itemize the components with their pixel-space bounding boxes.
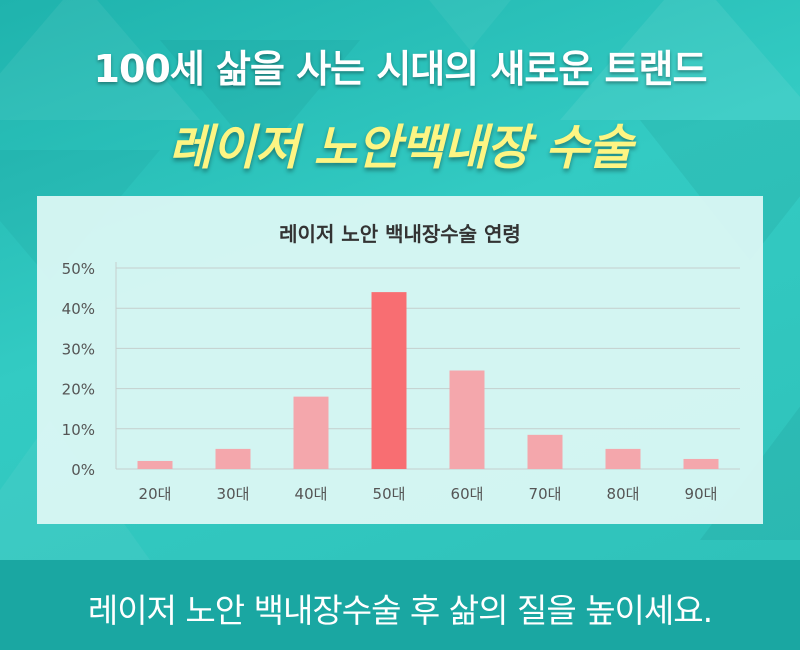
bar-70대	[527, 434, 563, 469]
y-tick-label: 50%	[62, 260, 95, 278]
footer-banner: 레이저 노안 백내장수술 후 삶의 질을 높이세요.	[0, 560, 800, 650]
x-tick-label: 30대	[217, 485, 250, 503]
headline-secondary: 레이저 노안백내장 수술	[168, 120, 632, 176]
y-tick-label: 0%	[71, 461, 95, 479]
x-tick-label: 70대	[529, 485, 562, 503]
footer-text: 레이저 노안 백내장수술 후 삶의 질을 높이세요.	[87, 591, 713, 630]
chart-title: 레이저 노안 백내장수술 연령	[279, 222, 521, 246]
bar-50대	[371, 292, 407, 469]
x-tick-label: 50대	[373, 485, 406, 503]
x-tick-label: 40대	[295, 485, 328, 503]
x-tick-label: 90대	[685, 485, 718, 503]
chart-panel: 레이저 노안 백내장수술 연령 0% 10% 20% 30% 40% 50% 20대 30대 4…	[37, 196, 763, 524]
bar-60대	[449, 370, 485, 469]
bar-20대	[137, 460, 173, 469]
x-tick-label: 80대	[607, 485, 640, 503]
y-tick-label: 40%	[62, 300, 95, 318]
x-tick-label: 20대	[139, 485, 172, 503]
bar-30대	[215, 448, 251, 469]
y-tick-label: 20%	[62, 381, 95, 399]
x-tick-label: 60대	[451, 485, 484, 503]
bar-90대	[683, 458, 719, 469]
bar-80대	[605, 448, 641, 469]
bar-40대	[293, 396, 329, 469]
headline-primary: 100세 삶을 사는 시대의 새로운 트랜드	[93, 47, 708, 91]
bar-chart: 0% 10% 20% 30% 40% 50% 20대 30대 40대 50대 60대 70대 80대 90…	[62, 260, 740, 503]
y-tick-label: 10%	[62, 421, 95, 439]
y-tick-label: 30%	[62, 340, 95, 358]
